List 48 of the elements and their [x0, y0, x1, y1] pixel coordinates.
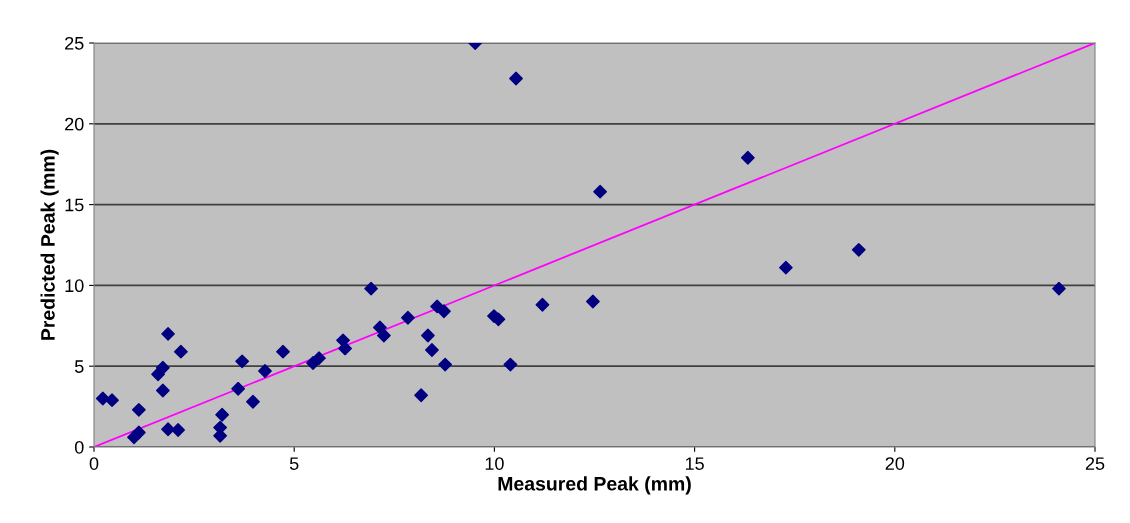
- point: [312, 351, 326, 366]
- point: [851, 242, 866, 257]
- point: [173, 344, 188, 359]
- point: [401, 310, 415, 325]
- point: [585, 294, 600, 309]
- x-tick-label: 0: [89, 457, 99, 470]
- point: [425, 343, 439, 357]
- y-tick-label: 20: [65, 117, 84, 131]
- y-tick-label: 0: [74, 440, 84, 454]
- point: [535, 297, 550, 312]
- x-tick-label: 10: [485, 457, 504, 470]
- point: [161, 326, 175, 341]
- point: [105, 393, 119, 408]
- point: [215, 407, 230, 422]
- point: [593, 184, 608, 199]
- point: [437, 304, 451, 319]
- point: [421, 328, 435, 343]
- point: [1052, 281, 1066, 296]
- point: [740, 150, 755, 165]
- point: [161, 422, 175, 437]
- y-tick-label: 15: [65, 198, 84, 212]
- point: [127, 430, 141, 445]
- point: [503, 357, 518, 372]
- x-tick-label: 20: [885, 457, 905, 470]
- point: [364, 281, 378, 296]
- point: [246, 394, 260, 409]
- point: [438, 357, 453, 372]
- x-axis-title: Measured Peak (mm): [498, 476, 691, 495]
- point: [131, 402, 146, 417]
- point: [235, 354, 250, 369]
- y-tick-label: 5: [74, 360, 84, 373]
- point: [155, 383, 170, 398]
- point: [778, 260, 793, 275]
- point: [171, 423, 185, 437]
- point: [155, 360, 170, 375]
- y-axis-title: Predicted Peak (mm): [40, 149, 59, 340]
- point: [509, 71, 523, 86]
- point: [258, 364, 272, 378]
- point: [376, 328, 391, 343]
- y-tick-label: 25: [65, 36, 84, 50]
- point: [276, 344, 290, 359]
- y-tick-label: 10: [65, 279, 84, 293]
- x-tick-label: 5: [289, 457, 299, 470]
- point: [414, 388, 429, 403]
- point: [338, 341, 352, 356]
- x-tick-label: 25: [1085, 457, 1105, 470]
- x-tick-label: 15: [685, 457, 704, 470]
- point: [231, 381, 246, 396]
